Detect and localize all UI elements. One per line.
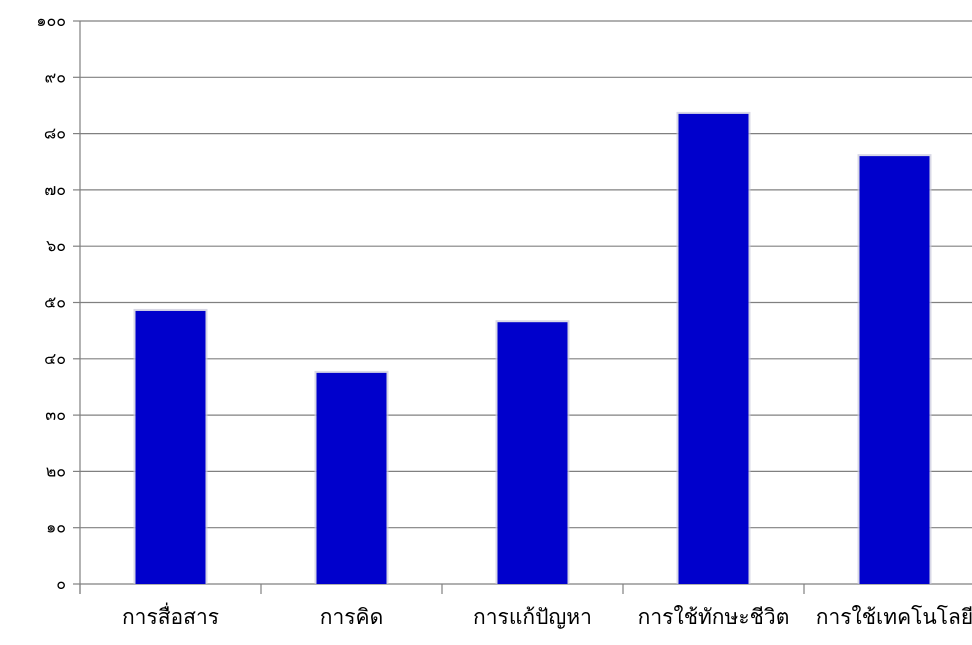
y-tick-label: ๙๐: [45, 67, 66, 86]
bar-1: [135, 310, 206, 584]
bar-3: [497, 322, 568, 584]
y-tick-label: ๘๐: [44, 124, 66, 143]
y-tick-label: ๑๐๐: [36, 11, 66, 30]
y-tick-label: ๒๐: [46, 461, 66, 480]
x-category-label: การคิด: [320, 605, 383, 629]
y-tick-labels: ๐ ๑๐ ๒๐ ๓๐ ๔๐ ๕๐ ๖๐ ๗๐ ๘๐ ๙๐ ๑๐๐: [36, 11, 66, 593]
y-tick-label: ๗๐: [44, 180, 66, 199]
bar-2: [316, 372, 387, 584]
bars: [133, 111, 932, 585]
bar-4: [678, 113, 749, 585]
bar-5: [859, 156, 930, 584]
x-category-label: การใช้เทคโนโลยี: [816, 605, 972, 629]
axes: [73, 20, 805, 594]
y-tick-label: ๓๐: [45, 405, 66, 424]
x-category-label: การใช้ทักษะชีวิต: [638, 605, 790, 629]
y-tick-label: ๕๐: [44, 293, 66, 312]
y-tick-label: ๑๐: [46, 518, 66, 537]
y-tick-label: ๖๐: [46, 236, 66, 255]
y-tick-label: ๔๐: [44, 349, 66, 368]
x-category-labels: การสื่อสาร การคิด การแก้ปัญหา การใช้ทักษะชี…: [122, 602, 972, 629]
x-category-label: การสื่อสาร: [122, 602, 219, 629]
x-category-label: การแก้ปัญหา: [473, 605, 592, 629]
y-tick-label: ๐: [56, 574, 66, 593]
